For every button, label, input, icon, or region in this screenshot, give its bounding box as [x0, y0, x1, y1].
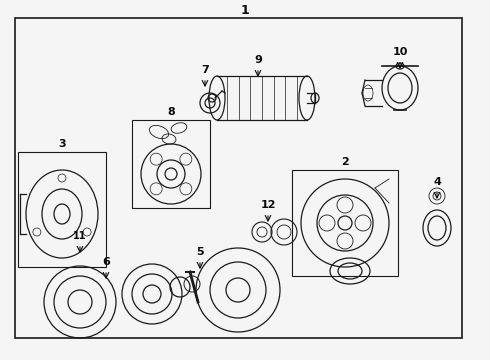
Text: 1: 1 — [241, 4, 249, 18]
Text: 3: 3 — [58, 139, 66, 149]
Bar — [292, 170, 398, 276]
Text: 12: 12 — [260, 200, 276, 210]
Text: 2: 2 — [341, 157, 349, 167]
Bar — [18, 152, 106, 267]
Text: 4: 4 — [433, 177, 441, 187]
Text: 10: 10 — [392, 47, 408, 57]
Text: 9: 9 — [254, 55, 262, 65]
Text: 5: 5 — [196, 247, 204, 257]
Text: 8: 8 — [167, 107, 175, 117]
Text: 7: 7 — [201, 65, 209, 75]
Text: 6: 6 — [102, 257, 110, 267]
Bar — [15, 18, 462, 338]
Text: 11: 11 — [73, 231, 87, 241]
Bar — [132, 120, 210, 208]
